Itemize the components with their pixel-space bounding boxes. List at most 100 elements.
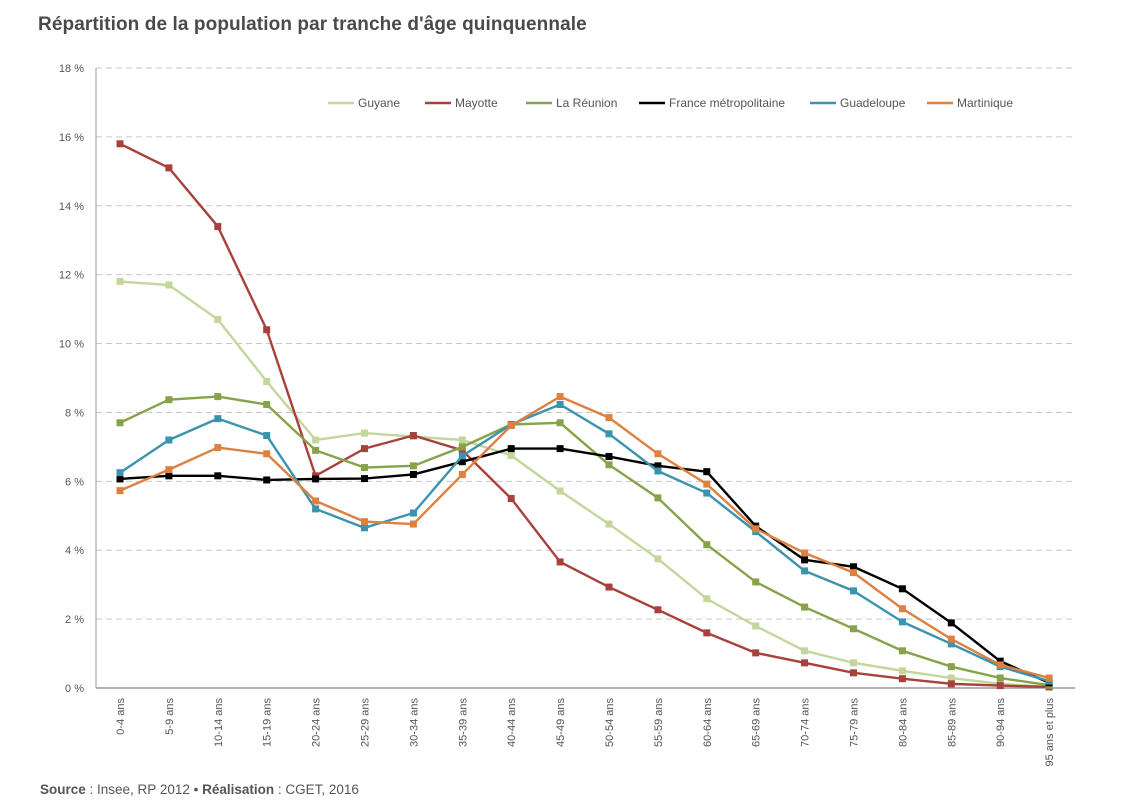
data-point [458,436,466,444]
data-point [556,558,564,566]
data-point [556,445,564,453]
y-tick-label: 16 % [59,132,84,144]
data-point [801,567,809,575]
data-point [312,436,320,444]
data-point [703,629,711,637]
series-line [119,447,1050,684]
legend-item: Guadeloupe [810,96,906,110]
data-point [507,452,515,459]
data-point [263,432,271,440]
data-point [605,414,613,422]
data-point [507,495,515,503]
data-point [214,415,222,423]
data-point [1045,674,1053,682]
data-point [214,393,222,401]
y-tick-label: 18 % [59,63,84,75]
data-point [214,472,222,480]
x-tick-label: 25-29 ans [360,698,372,747]
legend-item: France métropolitaine [639,96,785,110]
data-point [409,520,417,528]
data-point [556,419,564,427]
chart-title: Répartition de la population par tranche… [38,14,587,35]
data-point [409,470,417,478]
series-mayotte [116,140,1053,691]
data-point [361,524,368,532]
legend-item: Martinique [927,96,1013,110]
y-tick-label: 2 % [65,614,84,626]
data-point [361,518,368,526]
data-point [605,461,613,469]
x-axis-ticks: 0-4 ans 5-9 ans 10-14 ans 15-19 ans 20-24 an… [115,698,1056,767]
realisation-text: : CGET, 2016 [274,782,359,797]
legend-item: Mayotte [425,96,498,110]
data-point [801,603,809,611]
series-line [119,403,1050,683]
data-point [996,661,1004,669]
data-point [458,458,466,466]
data-point [752,622,760,630]
data-point [507,445,515,453]
data-point [947,663,955,671]
data-point [654,606,662,614]
data-point [556,487,564,495]
data-point [605,453,613,461]
x-tick-label: 40-44 ans [506,698,518,747]
series-guyane [116,278,1053,691]
data-point [898,605,906,613]
series-line [119,142,1050,689]
data-point [850,659,857,667]
data-point [116,419,124,427]
x-tick-label: 85-89 ans [946,698,958,747]
data-point [214,444,222,452]
y-tick-label: 10 % [59,339,84,351]
axes [95,68,1075,689]
data-point [214,222,222,230]
data-point [361,475,368,483]
legend-label: Guyane [358,96,400,110]
data-point [605,583,613,591]
x-tick-label: 95 ans et plus [1044,698,1056,767]
y-tick-label: 12 % [59,270,84,282]
data-point [996,682,1004,690]
data-point [947,619,955,627]
data-point [263,450,271,458]
data-point [898,618,906,626]
data-point [850,563,857,571]
data-point [801,647,809,655]
legend-item: La Réunion [526,96,617,110]
source-label: Source [40,782,86,797]
data-point [312,497,320,505]
data-point [703,489,711,497]
data-point [654,467,662,475]
x-tick-label: 20-24 ans [311,698,323,747]
series-line [119,395,1050,687]
data-point [898,647,906,655]
data-point [898,667,906,675]
legend-label: Guadeloupe [840,96,906,110]
data-point [458,443,466,451]
data-point [605,520,613,528]
data-point [752,578,760,586]
data-point [116,475,124,483]
legend-label: La Réunion [556,96,617,110]
data-point [507,422,515,430]
data-point [752,525,760,533]
legend-label: Martinique [957,96,1013,110]
data-point [801,556,809,564]
data-point [850,669,857,677]
series-martinique [116,393,1053,682]
x-tick-label: 75-79 ans [849,698,861,747]
x-tick-label: 80-84 ans [897,698,909,747]
x-tick-label: 10-14 ans [213,698,225,747]
source-footer: Source : Insee, RP 2012 • Réalisation : … [40,782,359,797]
data-point [312,505,320,513]
data-point [165,436,173,444]
data-point [263,326,271,334]
data-point [556,401,564,409]
x-tick-label: 65-69 ans [751,698,763,747]
x-tick-label: 70-74 ans [800,698,812,747]
data-point [703,480,711,488]
y-tick-label: 6 % [65,476,84,488]
y-tick-label: 0 % [65,683,84,695]
